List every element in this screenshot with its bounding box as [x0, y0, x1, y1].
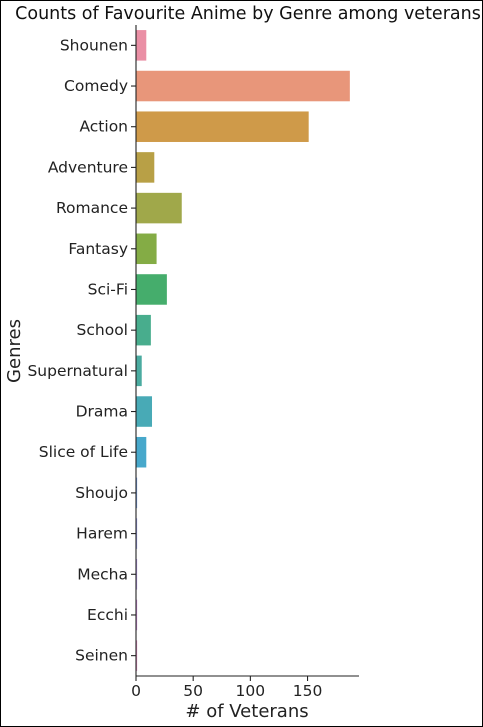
bar-mecha [136, 559, 138, 590]
y-tick-label: Romance [56, 199, 128, 217]
y-tick-label: Shoujo [75, 484, 128, 502]
bar-slice-of-life [136, 436, 147, 468]
y-tick-label: Shounen [60, 36, 128, 54]
x-tick-label: 50 [183, 682, 203, 700]
x-tick-label: 100 [236, 682, 266, 700]
x-axis-ticks: 0 50 100 150 [131, 676, 322, 700]
y-tick-label: Sci-Fi [88, 280, 128, 298]
y-tick-label: Fantasy [68, 240, 128, 258]
y-tick-label: Comedy [64, 77, 128, 95]
x-axis-label: # of Veterans [185, 701, 308, 722]
bar-shoujo [136, 477, 138, 509]
y-axis-ticks: Shounen Comedy Action Adventure Romance Fanta… [27, 36, 136, 665]
bar-school [136, 314, 151, 346]
bar-adventure [136, 152, 155, 183]
bar-sci-fi [136, 274, 167, 305]
y-tick-label: Harem [76, 525, 128, 543]
bar-fantasy [136, 233, 157, 265]
bar-action [136, 111, 309, 142]
y-tick-label: Action [79, 118, 128, 136]
y-axis-label: Genres [4, 319, 25, 383]
y-tick-label: Slice of Life [39, 443, 128, 461]
bar-ecchi [136, 599, 138, 631]
bars-group [136, 30, 350, 671]
y-tick-label: Drama [76, 403, 128, 421]
bar-romance [136, 192, 182, 224]
y-tick-label: Mecha [77, 565, 128, 583]
y-tick-label: Adventure [48, 158, 128, 176]
y-tick-label: Ecchi [87, 606, 128, 624]
bar-seinen [136, 640, 138, 671]
bar-supernatural [136, 355, 142, 387]
y-tick-label: School [77, 321, 128, 339]
bar-drama [136, 396, 153, 427]
x-tick-label: 0 [131, 682, 141, 700]
bar-shounen [136, 30, 147, 61]
y-tick-label: Seinen [75, 647, 128, 665]
bar-harem [136, 518, 138, 549]
x-tick-label: 150 [293, 682, 323, 700]
y-tick-label: Supernatural [27, 362, 128, 380]
chart-title: Counts of Favourite Anime by Genre among… [15, 4, 481, 24]
bar-comedy [136, 70, 350, 102]
